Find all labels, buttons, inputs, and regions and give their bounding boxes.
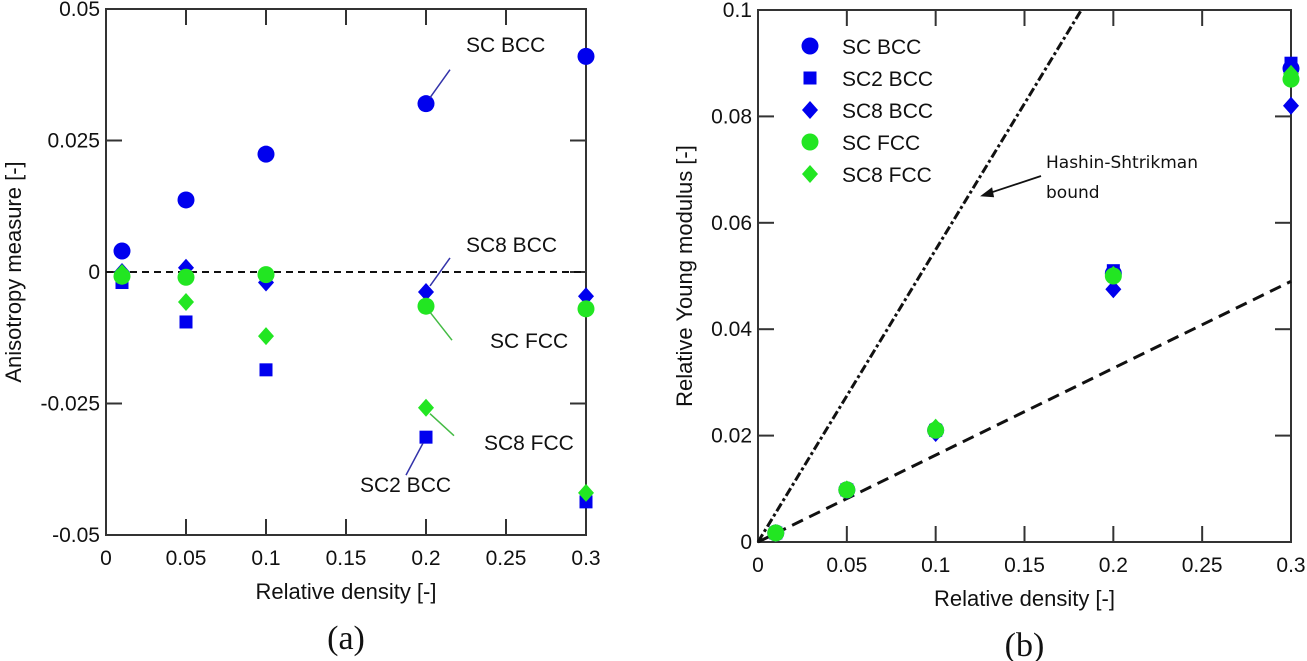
x-tick-label: 0.1 bbox=[921, 554, 950, 577]
point-sc8-bcc bbox=[1283, 96, 1299, 115]
point-sc8-fcc bbox=[1283, 64, 1299, 83]
x-tick-label: 0.15 bbox=[326, 547, 367, 570]
annotation-sc8-fcc: SC8 FCC bbox=[484, 432, 574, 455]
point-sc-bcc bbox=[177, 191, 195, 209]
panel-label: (b) bbox=[1005, 627, 1045, 661]
point-sc8-bcc bbox=[418, 282, 434, 301]
point-sc8-bcc bbox=[578, 287, 594, 306]
point-sc2-bcc bbox=[259, 363, 273, 377]
x-axis-title: Relative density [-] bbox=[934, 586, 1115, 611]
panel-label: (a) bbox=[327, 620, 365, 657]
legend-marker-sc-bcc bbox=[801, 37, 819, 55]
point-sc8-fcc bbox=[838, 480, 855, 499]
annotation-sc-fcc: SC FCC bbox=[490, 330, 568, 353]
x-tick-label: 0.05 bbox=[826, 554, 867, 577]
annotation-sc8-bcc: SC8 BCC bbox=[466, 234, 557, 257]
point-sc-bcc bbox=[577, 47, 595, 65]
annotation-leader-line bbox=[429, 311, 453, 341]
y-tick-label: 0 bbox=[740, 531, 752, 554]
x-axis-title: Relative density [-] bbox=[256, 579, 437, 604]
legend-marker-sc-fcc bbox=[801, 133, 819, 151]
x-tick-label: 0.25 bbox=[1182, 554, 1223, 577]
x-tick-label: 0.05 bbox=[166, 547, 207, 570]
legend-marker-sc2-bcc bbox=[803, 71, 817, 85]
y-tick-label: 0 bbox=[88, 261, 100, 284]
point-sc-fcc bbox=[577, 300, 595, 318]
point-sc2-bcc bbox=[179, 315, 193, 329]
point-sc8-fcc bbox=[927, 418, 944, 437]
annotation-arrow-line bbox=[985, 175, 1042, 196]
x-tick-label: 0.1 bbox=[251, 547, 280, 570]
point-sc2-bcc bbox=[1284, 56, 1298, 70]
point-sc8-fcc bbox=[114, 264, 130, 283]
x-tick-label: 0 bbox=[100, 547, 112, 570]
panel-a: 0 0.05 0.1 0.15 0.2 0.25 0.3 -0.05 -0.025 0 0.025 0… bbox=[1, 0, 601, 657]
point-sc8-fcc bbox=[767, 523, 784, 542]
point-sc-fcc bbox=[177, 268, 195, 286]
point-sc8-fcc bbox=[178, 292, 194, 311]
annotation-sc2-bcc: SC2 BCC bbox=[360, 474, 451, 497]
legend-marker-sc8-bcc bbox=[802, 101, 818, 119]
y-tick-label: 0.08 bbox=[711, 105, 752, 128]
annotation-leader-line bbox=[429, 69, 451, 99]
y-tick-label: 0.05 bbox=[59, 0, 100, 21]
x-tick-label: 0.2 bbox=[1099, 554, 1128, 577]
annotation-hashin-shtrikman: Hashin-Shtrikman bbox=[1046, 153, 1198, 173]
y-tick-label: 0.02 bbox=[711, 425, 752, 448]
x-tick-label: 0.2 bbox=[411, 547, 440, 570]
y-axis-title: Anisotropy measure [-] bbox=[1, 161, 26, 382]
y-tick-label: 0.04 bbox=[711, 318, 752, 341]
point-sc-fcc bbox=[417, 297, 435, 315]
legend-marker-sc8-fcc bbox=[802, 165, 818, 183]
annotation-sc-bcc: SC BCC bbox=[466, 34, 545, 57]
legend-label-sc8-fcc: SC8 FCC bbox=[842, 164, 932, 187]
point-sc8-bcc bbox=[1105, 280, 1122, 299]
point-sc-bcc bbox=[113, 242, 131, 260]
plot-frame bbox=[757, 9, 1292, 543]
annotation-bound: bound bbox=[1046, 183, 1100, 203]
y-tick-label: 0.06 bbox=[711, 212, 752, 235]
x-tick-label: 0 bbox=[752, 554, 764, 577]
annotation-leader-line bbox=[405, 442, 424, 476]
point-sc-fcc bbox=[257, 266, 275, 284]
point-sc-bcc bbox=[257, 145, 275, 163]
y-axis-title: Relative Young modulus [-] bbox=[672, 145, 697, 407]
annotation-arrow-head bbox=[980, 187, 995, 198]
legend-label-sc-fcc: SC FCC bbox=[842, 132, 920, 155]
point-sc8-fcc bbox=[1105, 265, 1122, 284]
annotation-leader-line bbox=[429, 257, 451, 287]
hashin-shtrikman-bound-line bbox=[756, 9, 1083, 543]
y-tick-label: 0.025 bbox=[47, 130, 100, 153]
point-sc8-fcc bbox=[258, 327, 274, 346]
point-sc8-fcc bbox=[578, 483, 594, 502]
x-tick-label: 0.3 bbox=[571, 547, 600, 570]
point-sc-bcc bbox=[417, 95, 435, 113]
y-tick-label: -0.05 bbox=[52, 524, 100, 547]
x-tick-label: 0.3 bbox=[1276, 554, 1305, 577]
y-tick-label: -0.025 bbox=[40, 393, 100, 416]
legend-label-sc2-bcc: SC2 BCC bbox=[842, 68, 933, 91]
point-sc2-bcc bbox=[419, 430, 433, 444]
x-tick-label: 0.15 bbox=[1004, 554, 1045, 577]
annotation-leader-line bbox=[429, 413, 455, 437]
y-tick-label: 0.1 bbox=[723, 0, 752, 22]
panel-b: 0 0.05 0.1 0.15 0.2 0.25 0.3 0 0.02 0.04 0.06 0.08 0… bbox=[672, 0, 1306, 661]
point-sc8-fcc bbox=[418, 398, 434, 417]
legend-label-sc8-bcc: SC8 BCC bbox=[842, 100, 933, 123]
x-tick-label: 0.25 bbox=[486, 547, 527, 570]
legend-label-sc-bcc: SC BCC bbox=[842, 36, 921, 59]
